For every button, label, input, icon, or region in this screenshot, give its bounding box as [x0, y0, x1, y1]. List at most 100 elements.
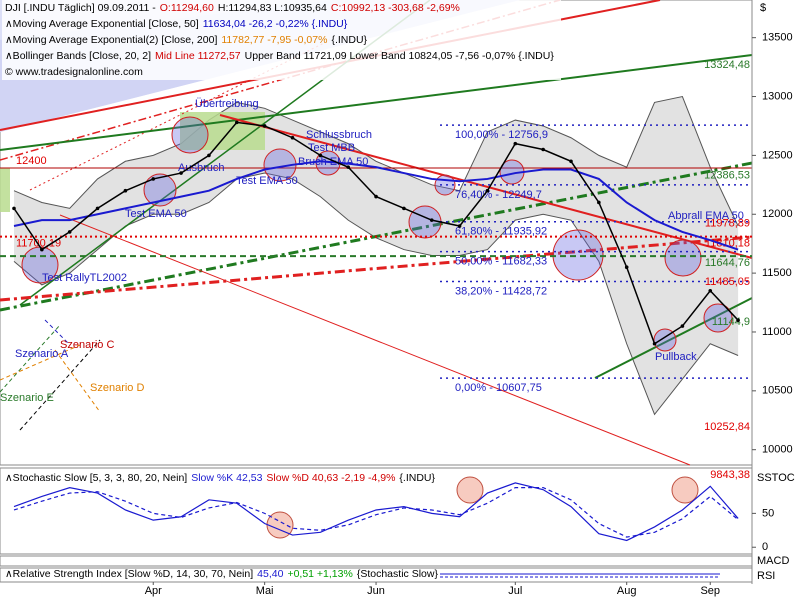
annotation: Test EMA 50: [125, 208, 187, 220]
level-label: 11978,89: [705, 218, 750, 230]
fib-label: 61,80% - 11935,92: [455, 226, 547, 238]
annotation: Szenario D: [90, 382, 144, 394]
header-text: C:10992,13 -303,68 -2,69%: [330, 2, 460, 14]
price-point: [262, 124, 267, 128]
level-label: 11810,18: [705, 238, 750, 250]
y-tick-label: 13000: [762, 90, 793, 102]
price-point: [151, 177, 156, 181]
price-point: [207, 153, 211, 158]
annotation: Schlussbruch: [306, 129, 372, 141]
header-text: ∧Relative Strength Index [Slow %D, 14, 3…: [5, 568, 254, 580]
header-text: {.INDU}: [331, 34, 368, 46]
header-line: ∧Bollinger Bands [Close, 20, 2] Mid Line …: [5, 48, 558, 64]
price-point: [374, 194, 378, 199]
price-point: [346, 165, 351, 169]
bollinger-upper: [13, 95, 739, 227]
stochastic-header: ∧Stochastic Slow [5, 3, 3, 80, 20, Nein]…: [2, 470, 443, 486]
header-line: ∧Relative Strength Index [Slow %D, 14, 3…: [5, 567, 442, 581]
level-label: 12400: [16, 155, 47, 167]
currency-label: $: [760, 2, 766, 14]
price-point: [541, 147, 545, 152]
price-point: [429, 218, 434, 222]
annotation: Szenario C: [60, 339, 114, 351]
level-label: 11644,76: [705, 257, 750, 269]
header-text: © www.tradesignalonline.com: [5, 66, 143, 78]
price-line: [13, 482, 739, 542]
fib-label: 0,00% - 10607,75: [455, 382, 542, 394]
price-point: [680, 324, 685, 328]
y-tick-label: 50: [762, 507, 774, 519]
header-text: Slow %D 40,63 -2,19 -4,9%: [266, 472, 396, 484]
scenario-line: [44, 319, 71, 346]
x-tick-label: Sep: [700, 585, 720, 597]
annotation: Abprall EMA 50: [668, 210, 744, 222]
highlight-circle: [171, 116, 209, 154]
header-text: {Stochastic Slow}: [356, 568, 438, 580]
price-point: [12, 206, 16, 211]
fib-label: 100,00% - 12756,9: [455, 129, 548, 141]
price-point: [513, 141, 518, 146]
price-point: [235, 120, 239, 125]
highlight-circle: [456, 476, 484, 504]
panel-label: MACD: [757, 555, 789, 567]
price-point: [569, 159, 573, 164]
header-text: ∧Bollinger Bands [Close, 20, 2]: [5, 50, 152, 62]
main-header: DJI [.INDU Täglich] 09.09.2011 - O:11294,…: [2, 0, 561, 80]
header-text: O:11294,60: [159, 2, 214, 14]
annotation: Test EMA 50: [236, 175, 298, 187]
price-point: [597, 200, 601, 205]
scenario-line: [54, 349, 101, 413]
y-tick-label: 12000: [762, 208, 793, 220]
highlight-circle: [703, 303, 733, 333]
header-text: ∧Moving Average Exponential(2) [Close, 2…: [5, 34, 218, 46]
annotation: Szenario A: [15, 348, 69, 360]
level-label: 10252,84: [704, 421, 750, 433]
header-text: 11634,04 -26,2 -0,22% {.INDU}: [202, 18, 348, 30]
panel-label: RSI: [757, 570, 775, 582]
y-tick-label: 11500: [762, 267, 792, 279]
price-point: [40, 247, 44, 252]
header-line: ∧Stochastic Slow [5, 3, 3, 80, 20, Nein]…: [5, 470, 439, 486]
scenario-line: [19, 339, 101, 431]
header-text: Slow %K 42,53: [191, 472, 263, 484]
annotation: Übertreibung: [195, 98, 259, 110]
price-point: [123, 188, 128, 193]
price-point: [179, 171, 183, 175]
trend-line: [594, 297, 753, 379]
rsi-header: ∧Relative Strength Index [Slow %D, 14, 3…: [2, 567, 445, 581]
price-point: [67, 230, 72, 234]
price-point: [95, 206, 100, 211]
price-point: [652, 341, 657, 346]
bollinger-fill: [14, 96, 739, 415]
header-text: 45,40: [257, 568, 284, 580]
highlight-box: [0, 168, 10, 212]
y-tick-label: 13500: [762, 32, 793, 44]
annotation: Test RallyTL2002: [42, 272, 127, 284]
price-point: [457, 224, 462, 228]
fib-label: 76,40% - 12249,7: [455, 189, 542, 201]
price-line: [13, 487, 739, 538]
annotation: Ausbruch: [178, 162, 224, 174]
x-tick-label: Mai: [256, 585, 274, 597]
header-text: Upper Band 11721,09 Lower Band 10824,05 …: [244, 50, 554, 62]
y-tick-label: 12500: [762, 149, 793, 161]
price-point: [624, 265, 629, 270]
price-point: [485, 188, 490, 193]
annotation: Pullback: [655, 351, 697, 363]
x-tick-label: Jul: [508, 585, 522, 597]
level-label: 12386,53: [704, 170, 750, 182]
scenario-line: [0, 324, 61, 393]
level-label: 9843,38: [710, 469, 750, 481]
scenario-line: [0, 344, 81, 381]
header-text: ∧Stochastic Slow [5, 3, 3, 80, 20, Nein]: [5, 472, 188, 484]
price-point: [736, 318, 740, 323]
fib-label: 50,00% - 11682,33: [455, 256, 547, 268]
y-tick-label: 10000: [762, 444, 793, 456]
header-text: ∧Moving Average Exponential [Close, 50]: [5, 18, 199, 30]
trend-line: [0, 54, 753, 151]
header-text: DJI [.INDU Täglich] 09.09.2011 -: [5, 2, 156, 14]
x-tick-label: Jun: [367, 585, 385, 597]
macd-panel: [0, 555, 753, 567]
